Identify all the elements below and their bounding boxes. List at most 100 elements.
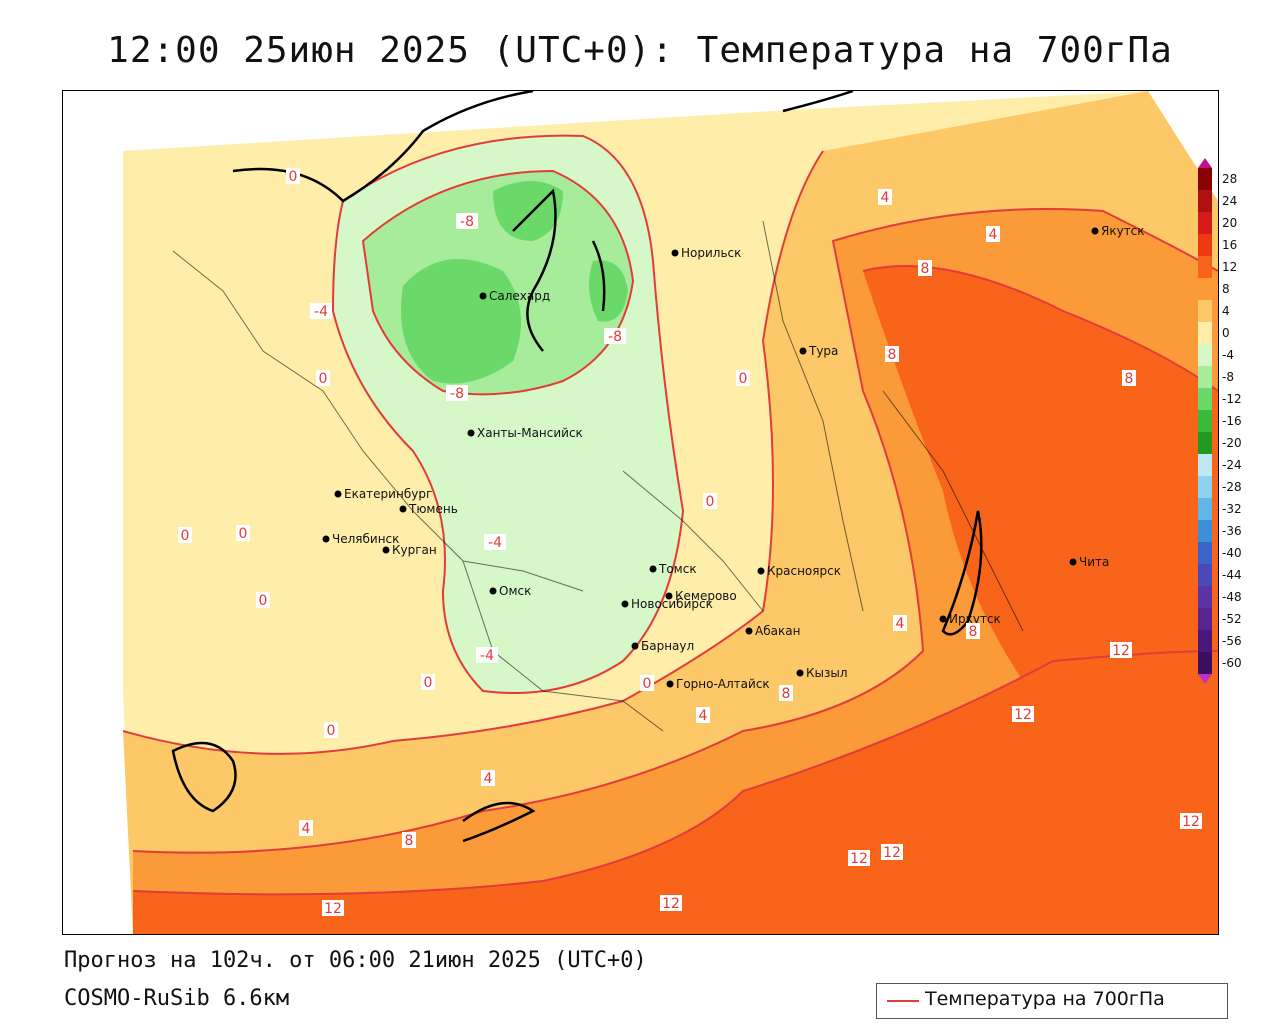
isotherm-label: 0 (319, 371, 328, 387)
map-title: 12:00 25июн 2025 (UTC+0): Температура на… (107, 30, 1173, 71)
city-dot (757, 567, 765, 575)
isotherm-label: 4 (699, 708, 708, 724)
city-label: Салехард (489, 289, 550, 303)
colorbar-segment (1198, 300, 1212, 322)
city-dot (479, 292, 487, 300)
isotherm-label: 4 (484, 771, 493, 787)
colorbar-segment (1198, 564, 1212, 586)
colorbar-tick-label: -36 (1222, 524, 1242, 538)
isotherm-label: 8 (888, 347, 897, 363)
colorbar-tick-label: 12 (1222, 260, 1238, 274)
isotherm-label-bg (1122, 370, 1136, 386)
city-dot (621, 600, 629, 608)
isotherm-label: -4 (314, 304, 328, 320)
colorbar-tick-label: -20 (1222, 436, 1242, 450)
city-label: Челябинск (332, 532, 399, 546)
city-dot (631, 642, 639, 650)
isotherm-label-bg (878, 189, 892, 205)
isotherm-label-bg (885, 346, 899, 362)
colorbar-segment (1198, 476, 1212, 498)
city-label: Якутск (1101, 224, 1145, 238)
isotherm-label: 4 (881, 190, 890, 206)
isotherm-label-bg (779, 685, 793, 701)
isotherm-label-bg (1012, 706, 1034, 722)
isotherm-label-bg (310, 303, 332, 319)
colorbar-tick-label: -16 (1222, 414, 1242, 428)
isotherm-label: 8 (405, 833, 414, 849)
isotherm-label: 0 (327, 723, 336, 739)
city-label: Красноярск (767, 564, 841, 578)
city-markers: Норильск Якутск Салехард Тура Ханты-Мансийск… (322, 224, 1145, 691)
colorbar-tick-label: -12 (1222, 392, 1242, 406)
isotherm-label-bg (236, 525, 250, 541)
colorbar-segment (1198, 344, 1212, 366)
isotherm-label-bg (324, 722, 338, 738)
city-dot (1069, 558, 1077, 566)
isotherm-label: 8 (921, 261, 930, 277)
isotherm-label: 4 (989, 227, 998, 243)
legend-label: Температура на 700гПа (925, 988, 1165, 1010)
colorbar-tick-label: -56 (1222, 634, 1242, 648)
city-dot (467, 429, 475, 437)
legend: Температура на 700гПа (876, 983, 1228, 1019)
colorbar-segment (1198, 586, 1212, 608)
colorbar-tick-label: 16 (1222, 238, 1238, 252)
isotherm-label-bg (604, 328, 626, 344)
isotherm-label: 0 (239, 526, 248, 542)
colorbar-segment (1198, 212, 1212, 234)
isotherm-label-bg (660, 895, 682, 911)
colorbar-tick-label: 20 (1222, 216, 1238, 230)
isotherm-label-bg (881, 844, 903, 860)
isotherm-label: 0 (424, 675, 433, 691)
colorbar-segment (1198, 630, 1212, 652)
colorbar-tick-label: 0 (1222, 326, 1230, 340)
isotherm-label: 8 (782, 686, 791, 702)
isotherm-label: 0 (181, 528, 190, 544)
colorbar-segment (1198, 278, 1212, 300)
isotherm-label-bg (256, 592, 270, 608)
isotherm-label-bg (736, 370, 750, 386)
city-label: Норильск (681, 246, 741, 260)
isotherm-label: 8 (969, 624, 978, 640)
isotherm-label: -8 (460, 214, 474, 230)
colorbar-tick-label: 28 (1222, 172, 1238, 186)
colorbar-tick-label: -24 (1222, 458, 1242, 472)
city-label: Новосибирск (631, 597, 713, 611)
city-label: Чита (1079, 555, 1109, 569)
isotherm-label-bg (446, 385, 468, 401)
isotherm-label-bg (918, 260, 932, 276)
isotherm-label: 12 (662, 896, 680, 912)
isotherm-label-bg (456, 213, 478, 229)
isotherm-label: 12 (324, 901, 342, 917)
colorbar-segment (1198, 388, 1212, 410)
city-label: Ханты-Мансийск (477, 426, 583, 440)
isotherm-label-bg (696, 707, 710, 723)
city-label: Екатеринбург (344, 487, 432, 501)
isotherm-label-bg (286, 168, 300, 184)
isotherm-label: 12 (1014, 707, 1032, 723)
colorbar-tick-label: -8 (1222, 370, 1234, 384)
colorbar-bottom-arrow (1198, 674, 1212, 684)
coastlines (171, 91, 983, 843)
field-below-minus8-c (589, 260, 628, 322)
isotherm-label: 0 (289, 169, 298, 185)
city-label: Омск (499, 584, 531, 598)
colorbar-tick-label: -32 (1222, 502, 1242, 516)
isotherm-label: 4 (896, 616, 905, 632)
colorbar-tick-label: 4 (1222, 304, 1230, 318)
city-dot (649, 565, 657, 573)
isotherm-label-bg (476, 647, 498, 663)
city-label: Барнаул (641, 639, 694, 653)
isotherm-label: 12 (1112, 643, 1130, 659)
city-dot (382, 546, 390, 554)
city-label: Тюмень (408, 502, 458, 516)
field-below-minus8-a (401, 259, 521, 384)
colorbar-tick-label: -4 (1222, 348, 1234, 362)
isotherm-lines (122, 134, 1218, 896)
city-dot (799, 347, 807, 355)
isotherm-label: 12 (1182, 814, 1200, 830)
city-label: Тура (808, 344, 838, 358)
isotherm-label-bg (703, 493, 717, 509)
isotherm-label: -8 (450, 386, 464, 402)
isotherm-label: 0 (706, 494, 715, 510)
